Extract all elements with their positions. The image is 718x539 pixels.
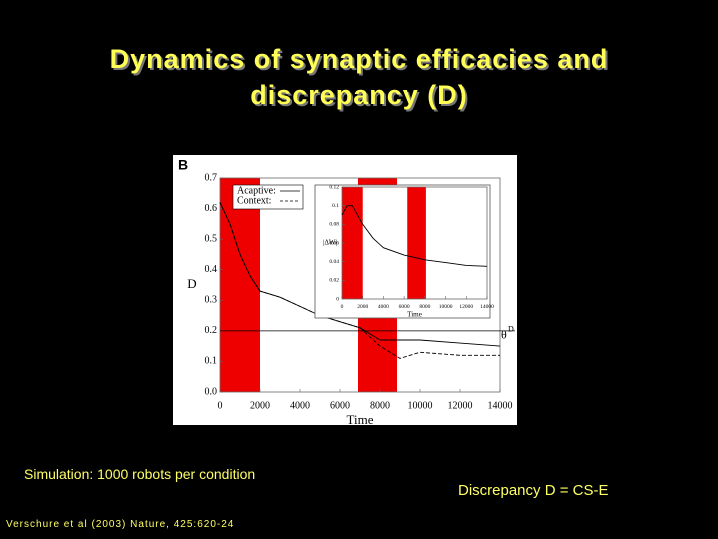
x-tick-label: 4000 bbox=[378, 304, 389, 310]
x-tick-label: 14000 bbox=[480, 304, 494, 310]
y-tick-label: 0.1 bbox=[205, 356, 218, 367]
x-tick-label: 4000 bbox=[290, 400, 310, 411]
x-tick-label: 0 bbox=[341, 304, 344, 310]
x-tick-label: 12000 bbox=[448, 400, 473, 411]
x-tick-label: 0 bbox=[218, 400, 223, 411]
threshold-label: θ bbox=[501, 328, 507, 342]
y-tick-label: 0.3 bbox=[205, 295, 218, 306]
x-tick-label: 8000 bbox=[419, 304, 430, 310]
y-tick-label: 0 bbox=[336, 296, 339, 302]
legend-label: Acaptive: bbox=[237, 185, 276, 196]
legend-label: Context: bbox=[237, 195, 271, 206]
y-tick-label: 0.12 bbox=[329, 184, 339, 190]
y-axis-label: D bbox=[187, 276, 196, 291]
x-axis-label: Time bbox=[347, 412, 374, 427]
threshold-superscript: D bbox=[508, 325, 514, 334]
legend-box bbox=[232, 184, 304, 210]
inset-frame bbox=[314, 184, 491, 319]
title-line: Dynamics of synaptic efficacies and bbox=[109, 44, 609, 74]
x-axis-label: Time bbox=[407, 311, 422, 319]
y-tick-label: 0.5 bbox=[205, 233, 218, 244]
panel-label: B bbox=[178, 157, 188, 173]
stimulus-band bbox=[407, 187, 426, 299]
x-tick-label: 2000 bbox=[357, 304, 368, 310]
reference: Verschure et al (2003) Nature, 425:620-2… bbox=[6, 519, 235, 530]
x-tick-label: 6000 bbox=[399, 304, 410, 310]
x-tick-label: 14000 bbox=[488, 400, 513, 411]
x-tick-label: 10000 bbox=[439, 304, 453, 310]
x-tick-label: 2000 bbox=[250, 400, 270, 411]
y-tick-label: 0.04 bbox=[329, 259, 339, 265]
stimulus-band bbox=[342, 187, 363, 299]
y-tick-label: 0.2 bbox=[205, 325, 218, 336]
x-tick-label: 12000 bbox=[459, 304, 473, 310]
x-tick-label: 6000 bbox=[330, 400, 350, 411]
series-line bbox=[219, 202, 500, 359]
note: Simulation: 1000 robots per condition bbox=[24, 466, 256, 482]
x-tick-label: 8000 bbox=[370, 400, 390, 411]
y-tick-label: 0.08 bbox=[329, 222, 339, 228]
stimulus-band bbox=[220, 178, 260, 392]
y-tick-label: 0.6 bbox=[205, 203, 218, 214]
y-tick-label: 0.06 bbox=[329, 240, 339, 246]
series-line bbox=[341, 205, 488, 267]
y-tick-label: 0.7 bbox=[205, 172, 218, 183]
y-tick-label: 0.4 bbox=[205, 264, 218, 275]
formula: Discrepancy D = CS-E bbox=[458, 482, 609, 499]
y-axis-label: |ΔW| bbox=[323, 239, 337, 247]
y-tick-label: 0.0 bbox=[205, 386, 218, 397]
y-tick-label: 0.1 bbox=[332, 203, 339, 209]
x-tick-label: 10000 bbox=[408, 400, 433, 411]
y-tick-label: 0.02 bbox=[329, 278, 339, 284]
title-line: discrepancy (D) bbox=[250, 80, 468, 110]
plot-frame bbox=[219, 177, 501, 393]
